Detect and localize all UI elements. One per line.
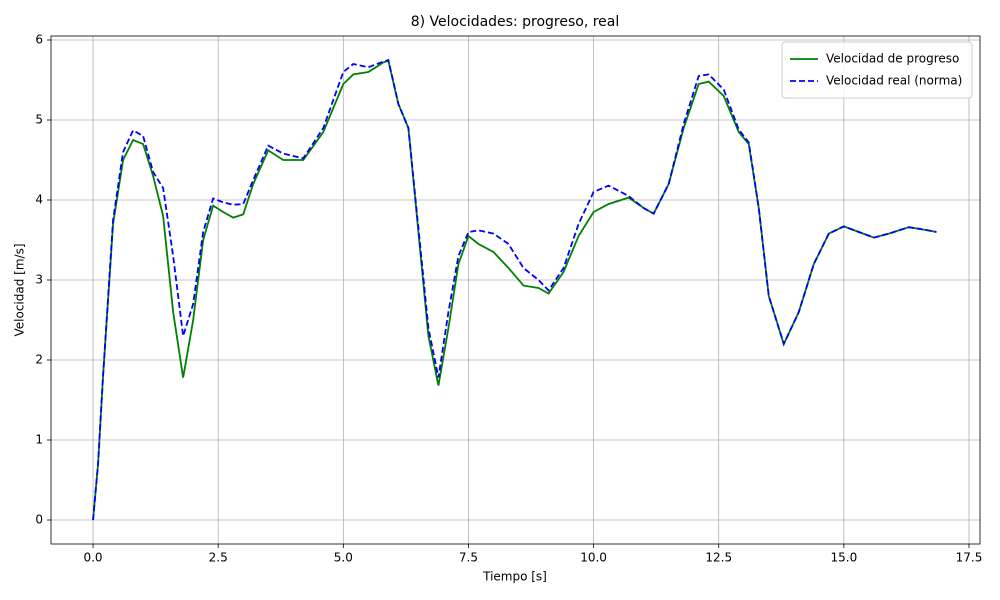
data-line <box>92 58 937 521</box>
y-tick-label: 6 <box>35 33 43 47</box>
y-tick-label: 3 <box>35 273 43 287</box>
legend-label: Velocidad real (norma) <box>826 74 962 88</box>
legend: Velocidad de progreso Velocidad real (nor… <box>781 41 973 99</box>
chart-title: 8) Velocidades: progreso, real <box>411 14 620 30</box>
x-tick-label: 10.0 <box>580 551 607 565</box>
x-tick-label: 5.0 <box>334 551 353 565</box>
plot-frame <box>50 35 981 545</box>
x-tick-label: 7.5 <box>459 551 478 565</box>
legend-label: Velocidad de progreso <box>826 52 959 66</box>
legend-box <box>781 41 973 99</box>
x-tick-label: 0.0 <box>83 551 102 565</box>
y-tick-label: 0 <box>35 513 43 527</box>
x-tick-label: 15.0 <box>830 551 857 565</box>
y-tick-label: 5 <box>35 113 43 127</box>
y-axis-label: Velocidad [m/s] <box>13 243 27 336</box>
x-tick-label: 2.5 <box>209 551 228 565</box>
x-tick-label: 12.5 <box>705 551 732 565</box>
x-axis-label: Tiempo [s] <box>482 570 547 584</box>
x-tick-label: 17.5 <box>956 551 983 565</box>
y-tick-label: 2 <box>35 353 43 367</box>
y-tick-label: 1 <box>35 433 43 447</box>
data-line <box>92 59 937 521</box>
y-tick-label: 4 <box>35 193 43 207</box>
